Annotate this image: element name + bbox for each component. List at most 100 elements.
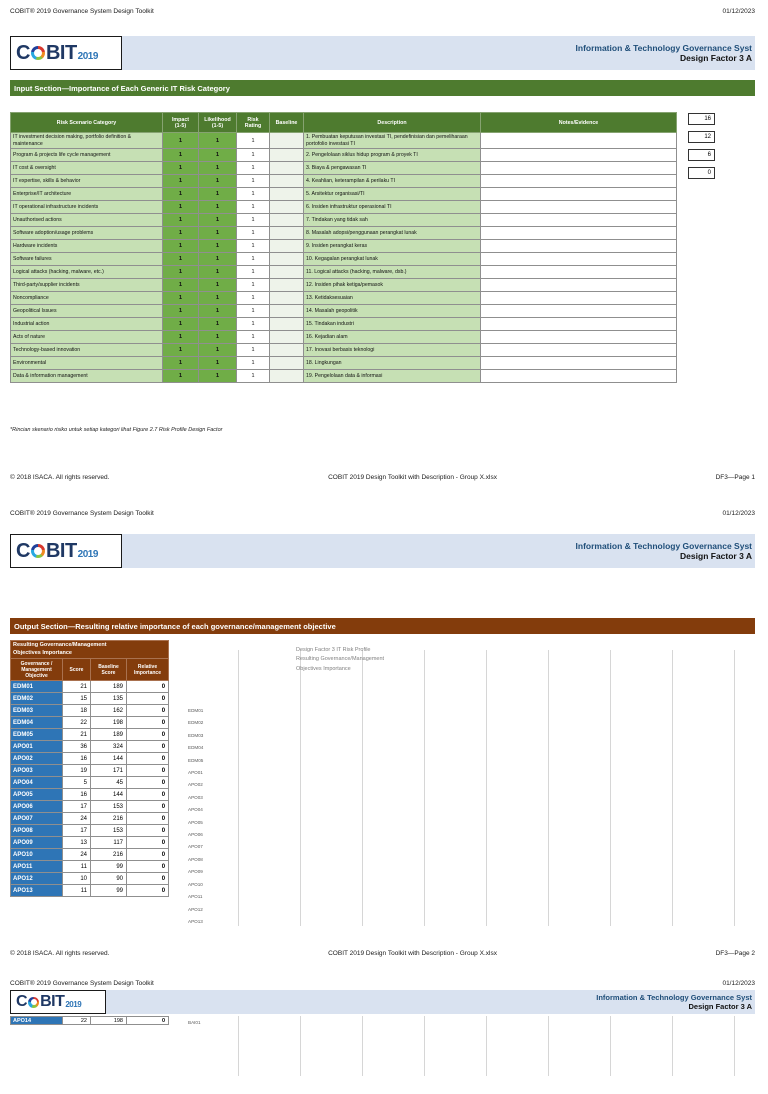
objective-row: APO10 24 216 0 (10, 848, 170, 861)
objective-cell: APO12 (10, 872, 63, 885)
risk-rating-cell: 1 (236, 148, 270, 162)
baseline-score-cell: 216 (90, 812, 127, 825)
baseline-score-cell: 144 (90, 788, 127, 801)
objective-row: APO07 24 216 0 (10, 812, 170, 825)
objective-cell: APO01 (10, 740, 63, 753)
notes-cell (480, 278, 677, 292)
impact-cell: 1 (162, 265, 199, 279)
footer-filename: COBIT 2019 Design Toolkit with Descripti… (328, 474, 497, 481)
notes-cell (480, 265, 677, 279)
risk-category-cell: Data & information management (10, 369, 163, 383)
chart-category-label: EDM01 (188, 708, 204, 713)
objective-cell: EDM01 (10, 680, 63, 693)
notes-cell (480, 132, 677, 149)
risk-row: Software adoption/usage problems 1 1 1 8. Ma… (10, 226, 677, 240)
logo-text-bit: BIT (45, 540, 77, 562)
risk-rating-cell: 1 (236, 317, 270, 331)
description-cell: 16. Kejadian alam (303, 330, 481, 344)
table-header-row: Risk Scenario Category Impact (1-5) Likeli… (10, 112, 677, 133)
cobit-o-ring-icon (30, 544, 45, 558)
relative-importance-cell: 0 (125, 716, 170, 729)
objective-cell: APO06 (10, 800, 63, 813)
impact-cell: 1 (162, 304, 199, 318)
score-cell: 16 (62, 752, 91, 765)
objective-row: APO13 11 99 0 (10, 884, 170, 897)
notes-cell (480, 213, 677, 227)
baseline-score-cell: 135 (90, 692, 127, 705)
column-header: Score (62, 658, 91, 681)
logo-year: 2019 (65, 1000, 82, 1009)
objective-cell: APO03 (10, 764, 63, 777)
impact-cell: 1 (162, 356, 199, 370)
chart-title-line: Objectives Importance (296, 665, 351, 672)
risk-rating-cell: 1 (236, 304, 270, 318)
relative-importance-cell: 0 (125, 704, 170, 717)
band-line1: Information & Technology Governance Syst (575, 43, 752, 53)
chart-category-label: EDM03 (188, 732, 204, 738)
header-band: Information & Technology Governance Syst… (106, 990, 755, 1014)
chart-title: Design Factor 3 IT Risk Profile Resulting… (296, 646, 384, 674)
objective-row: APO12 10 90 0 (10, 872, 170, 885)
risk-category-cell: IT investment decision making, portfolio… (10, 132, 163, 149)
score-cell: 19 (62, 764, 91, 777)
baseline-cell (269, 226, 304, 240)
risk-category-cell: Industrial action (10, 317, 163, 331)
page-3: COBIT® 2019 Governance System Design Too… (0, 974, 768, 1094)
doc-date: 01/12/2023 (722, 510, 755, 517)
objective-row: EDM04 22 198 0 (10, 716, 170, 729)
objective-cell: APO05 (10, 788, 63, 801)
logo-text-c: C (16, 993, 28, 1010)
score-cell: 24 (62, 848, 91, 861)
doc-title: COBIT® 2019 Governance System Design Too… (10, 980, 154, 987)
likelihood-cell: 1 (198, 252, 237, 266)
risk-rating-cell: 1 (236, 369, 270, 383)
page-1: COBIT® 2019 Governance System Design Too… (0, 0, 768, 500)
relative-importance-cell: 0 (125, 752, 170, 765)
relative-importance-cell: 0 (126, 1016, 169, 1025)
baseline-cell (269, 148, 304, 162)
chart-category-label: APO05 (188, 819, 203, 825)
likelihood-cell: 1 (198, 369, 237, 383)
footer-copyright: © 2018 ISACA. All rights reserved. (10, 950, 110, 957)
score-cell: 18 (62, 704, 91, 717)
baseline-score-cell: 162 (90, 704, 127, 717)
risk-row: Software failures 1 1 1 10. Kegagalan perang… (10, 252, 677, 266)
risk-row: IT expertise, skills & behavior 1 1 1 4. Kea… (10, 174, 677, 188)
relative-importance-cell: 0 (125, 872, 170, 885)
page-header: COBIT® 2019 Governance System Design Too… (10, 980, 755, 987)
objective-cell: APO09 (10, 836, 63, 849)
likelihood-cell: 1 (198, 343, 237, 357)
baseline-cell (269, 330, 304, 344)
notes-cell (480, 252, 677, 266)
risk-category-cell: Technology-based innovation (10, 343, 163, 357)
baseline-cell (269, 252, 304, 266)
notes-cell (480, 239, 677, 253)
risk-category-cell: Geopolitical Issues (10, 304, 163, 318)
chart-category-label: BAI01 (188, 1020, 201, 1025)
risk-category-cell: Program & projects life cycle management (10, 148, 163, 162)
notes-cell (480, 291, 677, 305)
baseline-score-cell: 171 (90, 764, 127, 777)
risk-row: IT cost & oversight 1 1 1 3. Biaya & pengawa… (10, 161, 677, 175)
risk-category-cell: Noncompliance (10, 291, 163, 305)
likelihood-cell: 1 (198, 239, 237, 253)
relative-importance-cell: 0 (125, 728, 170, 741)
band-line2: Design Factor 3 A (680, 53, 752, 63)
objective-row: APO14 22 198 0 (10, 1016, 169, 1025)
likelihood-cell: 1 (198, 356, 237, 370)
notes-cell (480, 200, 677, 214)
baseline-cell (269, 291, 304, 305)
risk-category-cell: Unauthorised actions (10, 213, 163, 227)
chart-category-label: EDM05 (188, 757, 204, 763)
notes-cell (480, 161, 677, 175)
cobit-o-ring-icon (30, 46, 45, 60)
baseline-score-cell: 117 (90, 836, 127, 849)
logo-text-c: C (16, 540, 30, 562)
risk-rating-cell: 1 (236, 239, 270, 253)
input-section-banner: Input Section—Importance of Each Generic… (10, 80, 755, 96)
risk-row: Data & information management 1 1 1 19. Peng… (10, 369, 677, 383)
risk-category-cell: Software adoption/usage problems (10, 226, 163, 240)
objective-cell: APO13 (10, 884, 63, 897)
risk-category-cell: IT operational infrastructure incidents (10, 200, 163, 214)
baseline-score-cell: 189 (90, 680, 127, 693)
